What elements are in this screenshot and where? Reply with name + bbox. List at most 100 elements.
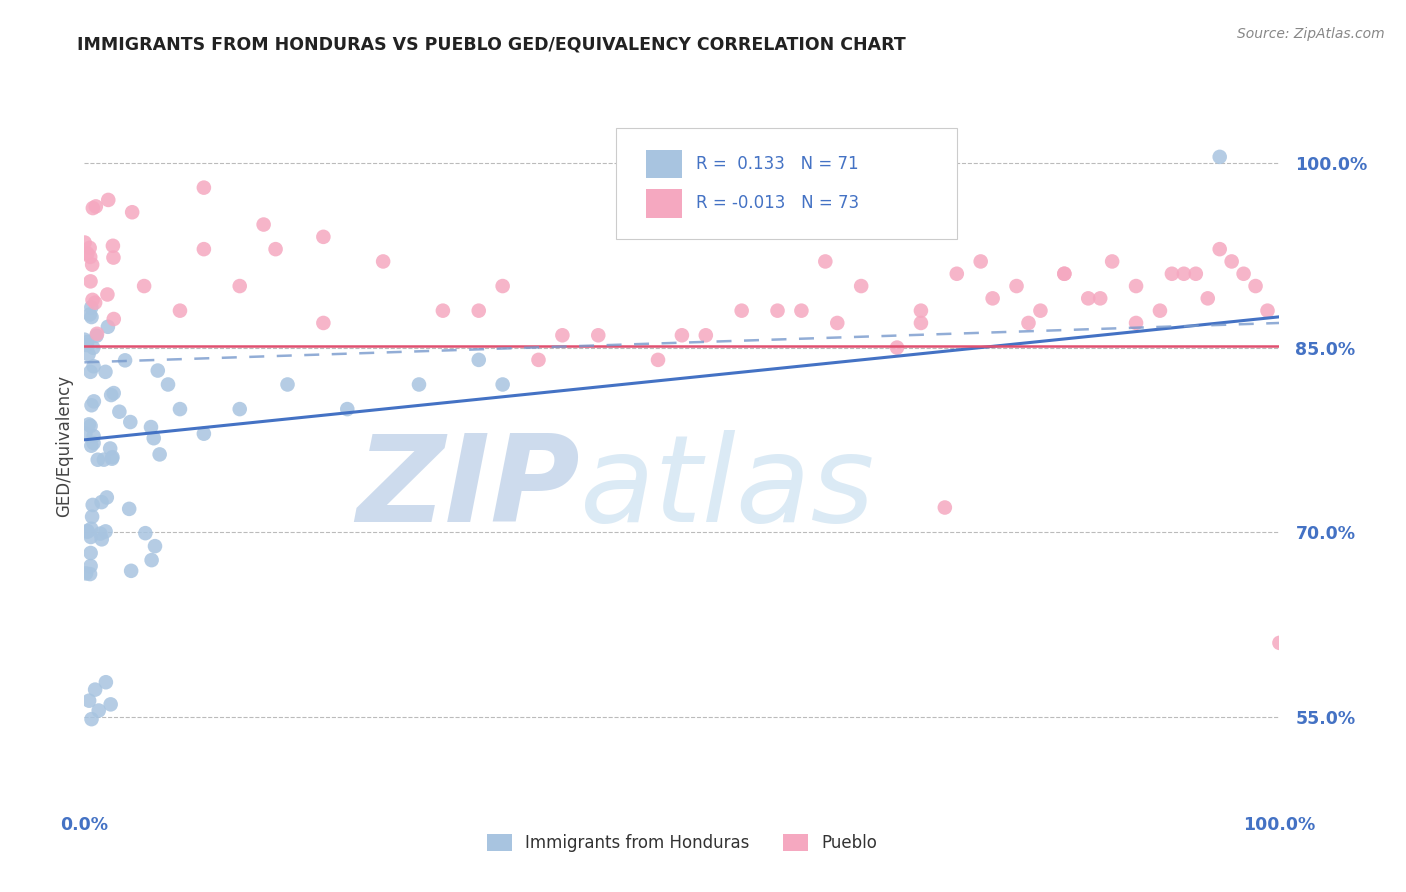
Point bbox=[84, 199, 107, 213]
Point bbox=[101, 239, 124, 253]
Point bbox=[1220, 254, 1243, 268]
Point bbox=[77, 417, 100, 432]
Point bbox=[89, 526, 111, 541]
Point bbox=[73, 235, 96, 250]
Point bbox=[264, 242, 287, 256]
Y-axis label: GED/Equivalency: GED/Equivalency bbox=[55, 375, 73, 517]
Point bbox=[90, 495, 112, 509]
Point bbox=[814, 254, 837, 268]
Point bbox=[79, 567, 101, 582]
Point bbox=[432, 303, 454, 318]
Point bbox=[108, 405, 131, 419]
Point bbox=[84, 682, 107, 697]
Point bbox=[96, 491, 118, 505]
Point bbox=[910, 303, 932, 318]
Point bbox=[80, 530, 103, 544]
Point bbox=[96, 287, 118, 301]
Point bbox=[120, 415, 142, 429]
Point bbox=[100, 388, 122, 402]
Point bbox=[82, 509, 104, 524]
Point bbox=[1233, 267, 1256, 281]
Point bbox=[120, 564, 142, 578]
Point bbox=[1101, 254, 1123, 268]
Point bbox=[790, 303, 813, 318]
Point bbox=[1018, 316, 1040, 330]
FancyBboxPatch shape bbox=[647, 189, 682, 218]
Point bbox=[76, 524, 98, 539]
Point bbox=[94, 365, 117, 379]
Point bbox=[169, 303, 191, 318]
Point bbox=[468, 303, 491, 318]
Point bbox=[731, 303, 754, 318]
Point bbox=[695, 328, 717, 343]
Point bbox=[75, 566, 97, 581]
Point bbox=[1197, 291, 1219, 305]
Point bbox=[1149, 303, 1171, 318]
Point bbox=[98, 442, 121, 456]
Point bbox=[312, 316, 335, 330]
Point bbox=[82, 293, 104, 307]
Point bbox=[73, 333, 96, 347]
Point bbox=[229, 279, 252, 293]
Point bbox=[75, 426, 97, 441]
Point bbox=[1125, 279, 1147, 293]
Point bbox=[1053, 267, 1076, 281]
Point bbox=[886, 341, 908, 355]
Point bbox=[277, 377, 299, 392]
Point bbox=[76, 335, 98, 350]
Point bbox=[373, 254, 395, 268]
Point bbox=[851, 279, 873, 293]
Point bbox=[80, 522, 103, 536]
Point bbox=[336, 402, 359, 417]
Point bbox=[1090, 291, 1112, 305]
Point bbox=[1209, 242, 1232, 256]
Legend: Immigrants from Honduras, Pueblo: Immigrants from Honduras, Pueblo bbox=[479, 827, 884, 859]
Point bbox=[132, 279, 156, 293]
Point bbox=[101, 451, 124, 466]
Point bbox=[1209, 150, 1232, 164]
Text: Source: ZipAtlas.com: Source: ZipAtlas.com bbox=[1237, 27, 1385, 41]
Point bbox=[981, 291, 1004, 305]
Point bbox=[193, 426, 215, 441]
Point bbox=[80, 398, 103, 412]
Point bbox=[141, 553, 163, 567]
Point bbox=[75, 338, 97, 352]
Point bbox=[492, 377, 515, 392]
Point bbox=[79, 274, 101, 288]
Point bbox=[87, 452, 110, 467]
Point bbox=[101, 450, 124, 464]
Point bbox=[79, 241, 101, 255]
Point bbox=[90, 533, 112, 547]
Point bbox=[1257, 303, 1279, 318]
Text: atlas: atlas bbox=[581, 430, 876, 548]
Point bbox=[79, 419, 101, 434]
Point bbox=[83, 394, 105, 409]
Point bbox=[1125, 316, 1147, 330]
Point bbox=[1244, 279, 1267, 293]
Point bbox=[103, 251, 125, 265]
Point bbox=[77, 347, 100, 361]
Text: ZIP: ZIP bbox=[357, 430, 581, 548]
Point bbox=[143, 539, 166, 553]
Point bbox=[103, 386, 125, 401]
Point bbox=[79, 308, 101, 322]
Point bbox=[86, 328, 108, 343]
Point bbox=[139, 420, 162, 434]
Point bbox=[492, 279, 515, 293]
Point bbox=[588, 328, 610, 343]
Point bbox=[551, 328, 574, 343]
Point bbox=[157, 377, 180, 392]
Point bbox=[134, 526, 156, 541]
Point bbox=[76, 524, 98, 538]
Point bbox=[169, 402, 191, 417]
Point bbox=[83, 359, 105, 374]
Point bbox=[527, 352, 550, 367]
Point bbox=[1077, 291, 1099, 305]
Point bbox=[118, 501, 141, 516]
Point bbox=[253, 218, 276, 232]
Point bbox=[83, 436, 105, 450]
Point bbox=[193, 180, 215, 194]
Point bbox=[82, 498, 104, 512]
Point bbox=[946, 267, 969, 281]
Point bbox=[103, 312, 125, 326]
